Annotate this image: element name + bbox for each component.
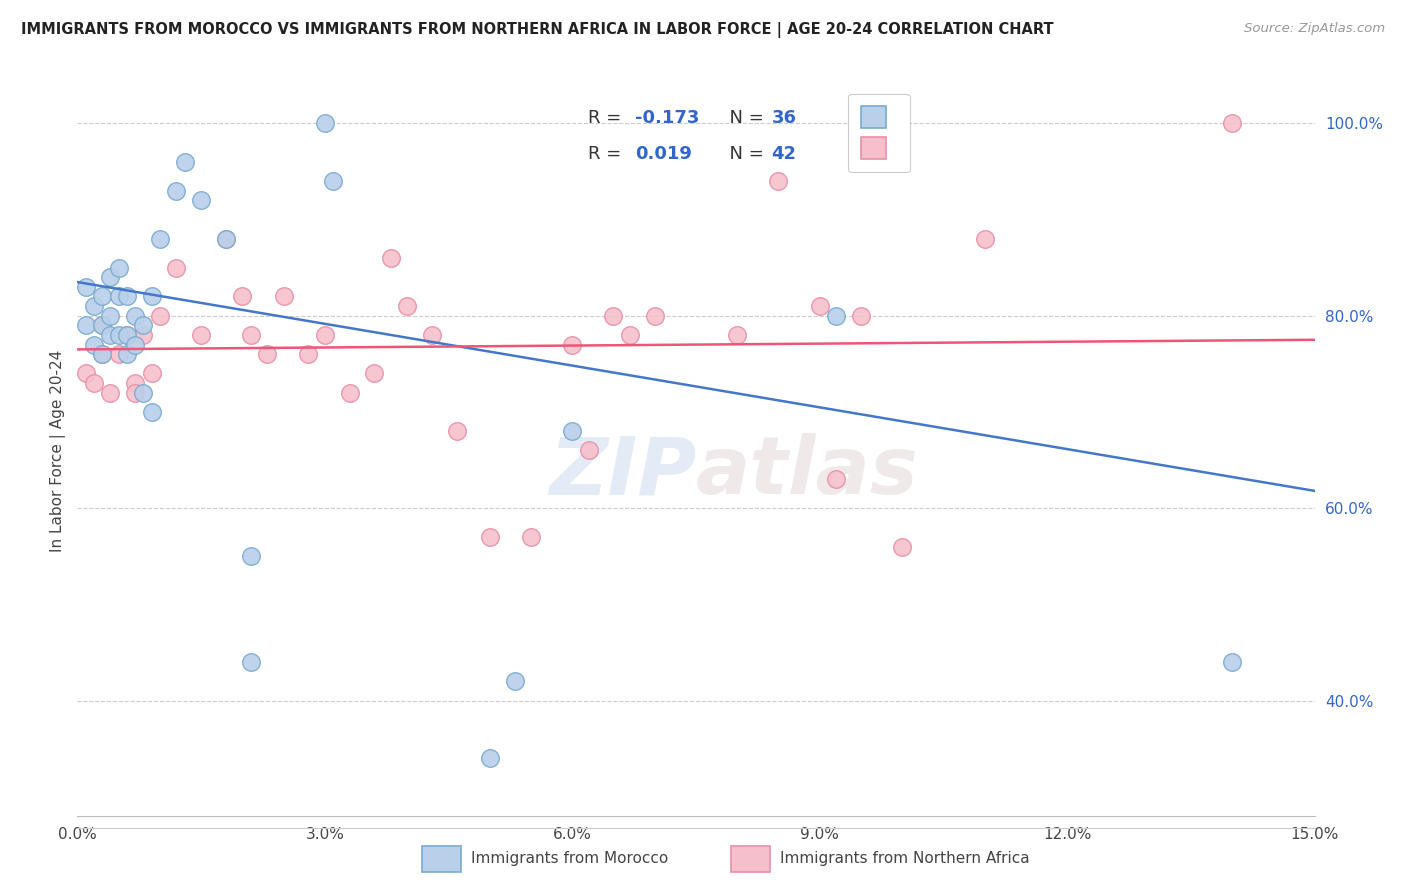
- Point: [849, 309, 872, 323]
- Point: [420, 328, 443, 343]
- Text: Immigrants from Northern Africa: Immigrants from Northern Africa: [780, 852, 1031, 866]
- Text: R =: R =: [588, 145, 633, 163]
- Point: [149, 309, 172, 323]
- Point: [75, 367, 97, 381]
- Point: [75, 318, 97, 333]
- Text: IMMIGRANTS FROM MOROCCO VS IMMIGRANTS FROM NORTHERN AFRICA IN LABOR FORCE | AGE : IMMIGRANTS FROM MOROCCO VS IMMIGRANTS FR…: [21, 22, 1053, 38]
- Point: [132, 328, 155, 343]
- Point: [215, 232, 238, 246]
- Legend: , : ,: [848, 94, 910, 172]
- Text: Immigrants from Morocco: Immigrants from Morocco: [471, 852, 668, 866]
- Point: [91, 318, 114, 333]
- Point: [446, 424, 468, 438]
- Point: [478, 530, 501, 544]
- Point: [173, 154, 195, 169]
- Point: [396, 299, 419, 313]
- Point: [561, 424, 583, 438]
- Point: [339, 385, 361, 400]
- Point: [83, 376, 105, 390]
- Point: [602, 309, 624, 323]
- Point: [619, 328, 641, 343]
- Point: [239, 328, 262, 343]
- Point: [239, 655, 262, 669]
- Point: [239, 549, 262, 564]
- Point: [363, 367, 385, 381]
- Point: [231, 289, 253, 303]
- Text: atlas: atlas: [696, 434, 918, 511]
- Point: [503, 674, 526, 689]
- Point: [98, 309, 121, 323]
- Point: [115, 347, 138, 361]
- Point: [380, 251, 402, 265]
- Point: [132, 385, 155, 400]
- Point: [314, 328, 336, 343]
- Text: 36: 36: [772, 109, 796, 127]
- Text: R =: R =: [588, 109, 627, 127]
- Point: [256, 347, 278, 361]
- Text: N =: N =: [718, 109, 769, 127]
- Point: [107, 289, 129, 303]
- Y-axis label: In Labor Force | Age 20-24: In Labor Force | Age 20-24: [51, 350, 66, 551]
- Point: [215, 232, 238, 246]
- Text: N =: N =: [718, 145, 769, 163]
- Point: [107, 347, 129, 361]
- Point: [75, 280, 97, 294]
- Text: -0.173: -0.173: [636, 109, 700, 127]
- Point: [91, 289, 114, 303]
- Text: Source: ZipAtlas.com: Source: ZipAtlas.com: [1244, 22, 1385, 36]
- Point: [190, 193, 212, 207]
- Point: [825, 309, 848, 323]
- Point: [1220, 655, 1243, 669]
- Point: [91, 347, 114, 361]
- Text: ZIP: ZIP: [548, 434, 696, 511]
- Point: [98, 385, 121, 400]
- Point: [825, 472, 848, 486]
- Point: [314, 116, 336, 130]
- Point: [115, 328, 138, 343]
- Text: 42: 42: [772, 145, 796, 163]
- Point: [98, 328, 121, 343]
- Point: [297, 347, 319, 361]
- Point: [83, 337, 105, 351]
- Point: [768, 174, 790, 188]
- Point: [98, 270, 121, 285]
- Point: [91, 318, 114, 333]
- Point: [107, 328, 129, 343]
- Point: [190, 328, 212, 343]
- Point: [478, 751, 501, 765]
- Point: [132, 318, 155, 333]
- Point: [165, 184, 187, 198]
- Point: [725, 328, 748, 343]
- Point: [124, 309, 146, 323]
- Point: [141, 367, 163, 381]
- Point: [124, 385, 146, 400]
- Point: [115, 328, 138, 343]
- Point: [165, 260, 187, 275]
- Point: [808, 299, 831, 313]
- Text: 0.019: 0.019: [636, 145, 692, 163]
- Point: [578, 443, 600, 458]
- Point: [561, 337, 583, 351]
- Point: [124, 376, 146, 390]
- Point: [973, 232, 995, 246]
- Point: [91, 347, 114, 361]
- Point: [107, 260, 129, 275]
- Point: [322, 174, 344, 188]
- Point: [1220, 116, 1243, 130]
- Point: [124, 337, 146, 351]
- Point: [149, 232, 172, 246]
- Point: [891, 540, 914, 554]
- Point: [273, 289, 295, 303]
- Point: [141, 289, 163, 303]
- Point: [644, 309, 666, 323]
- Point: [141, 405, 163, 419]
- Point: [83, 299, 105, 313]
- Point: [115, 289, 138, 303]
- Point: [520, 530, 543, 544]
